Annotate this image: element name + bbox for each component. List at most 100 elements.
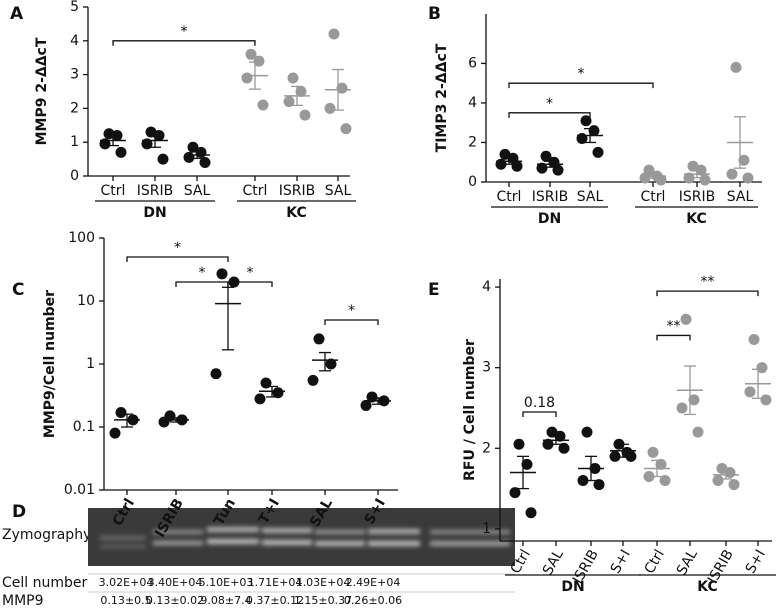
panel-letter: E (428, 280, 440, 300)
y-tick-label: 0.1 (73, 419, 95, 435)
x-tick-label: S+I (608, 547, 634, 576)
data-point (588, 125, 600, 137)
y-tick-label: 2 (70, 100, 79, 116)
significance-bracket (656, 290, 759, 297)
data-point (115, 406, 127, 418)
data-point (744, 386, 756, 398)
x-tick-label: Ctrl (243, 183, 268, 199)
data-point (659, 475, 671, 487)
data-point (639, 172, 651, 184)
group-label: DN (538, 211, 561, 227)
x-tick-label: ISRIB (679, 189, 715, 205)
x-tick-label: SAL (577, 189, 604, 205)
table-cell: 1.03E+04 (296, 576, 351, 589)
x-tick-label: SAL (540, 547, 567, 578)
significance-bracket (522, 411, 557, 418)
x-tick-label: ISRIB (532, 189, 568, 205)
data-point (183, 151, 195, 163)
y-tick-label: 4 (468, 95, 477, 111)
data-point (683, 172, 695, 184)
x-tick-label: Ctrl (641, 189, 666, 205)
x-tick-label: SAL (325, 183, 352, 199)
significance-bracket (112, 40, 256, 46)
x-tick-label: SAL (727, 189, 754, 205)
data-point (525, 507, 537, 519)
y-tick-label: 6 (468, 55, 477, 71)
data-point (738, 154, 750, 166)
significance-label: ** (701, 274, 715, 290)
data-point (577, 475, 589, 487)
table-cell: 0.13±0.5 (100, 594, 151, 607)
data-point (253, 55, 265, 67)
data-point (254, 393, 266, 405)
table-cell: 3.02E+04 (99, 576, 154, 589)
panel-letter: D (12, 502, 26, 522)
data-point (558, 442, 570, 454)
y-axis-title: MMP9 2-ΔΔcT (34, 37, 50, 145)
significance-label: 0.18 (524, 395, 555, 411)
data-point (625, 450, 637, 462)
group-label: DN (561, 579, 584, 595)
significance-label: * (348, 303, 355, 319)
data-point (216, 268, 228, 280)
significance-label: * (181, 24, 188, 40)
data-point (328, 28, 340, 40)
data-point (257, 99, 269, 111)
x-tick-label: SAL (674, 547, 701, 578)
data-point (340, 123, 352, 135)
y-tick-label: 3 (482, 360, 491, 376)
y-tick-label: 0 (70, 168, 79, 184)
table-cell: 0.37±0.12 (246, 594, 304, 607)
y-tick-label: 1 (70, 134, 79, 150)
y-tick-label: 10 (77, 293, 95, 309)
x-tick-label: Ctrl (642, 547, 668, 577)
table-cell: 2.49E+04 (346, 576, 401, 589)
data-point (360, 399, 372, 411)
significance-bracket (175, 281, 229, 288)
y-tick-label: 2 (482, 440, 491, 456)
significance-label: ** (667, 318, 681, 334)
significance-label: * (546, 96, 553, 112)
group-label: KC (686, 211, 707, 227)
group-label: DN (143, 205, 166, 221)
data-point (699, 174, 711, 186)
significance-bracket (508, 112, 591, 118)
data-point (676, 402, 688, 414)
data-point (542, 438, 554, 450)
data-point (643, 471, 655, 483)
x-tick-label: Ctrl (101, 183, 126, 199)
significance-bracket (656, 334, 691, 341)
significance-bracket (227, 281, 273, 288)
y-tick-label: 0 (468, 174, 477, 190)
y-tick-label: 2 (468, 134, 477, 150)
data-point (580, 115, 592, 127)
table-cell: 1.71E+04 (248, 576, 303, 589)
data-point (593, 479, 605, 491)
x-tick-label: SAL (184, 183, 211, 199)
data-point (295, 86, 307, 97)
data-point (283, 96, 295, 108)
data-point (366, 391, 378, 403)
data-point (540, 150, 552, 162)
significance-bracket (126, 256, 229, 262)
y-axis-title: RFU / Cell number (462, 339, 478, 481)
data-point (730, 61, 742, 73)
x-tick-label: ISRIB (279, 183, 315, 199)
data-point (272, 387, 284, 399)
data-point (748, 333, 760, 345)
y-tick-label: 3 (70, 67, 79, 83)
table-cell: 1.15±0.37 (294, 594, 352, 607)
panel-letter: C (12, 280, 24, 300)
data-point (655, 174, 667, 186)
table-cell: 5.10E+03 (199, 576, 254, 589)
significance-label: * (247, 265, 254, 281)
x-tick-label: S+I (743, 547, 769, 576)
y-axis-title: TIMP3 2-ΔΔcT (434, 43, 450, 152)
data-point (726, 168, 738, 180)
data-point (521, 458, 533, 470)
table-cell: 9.08±7.4 (200, 594, 251, 607)
data-point (210, 368, 222, 380)
y-tick-label: 4 (482, 279, 491, 295)
data-point (287, 72, 299, 84)
